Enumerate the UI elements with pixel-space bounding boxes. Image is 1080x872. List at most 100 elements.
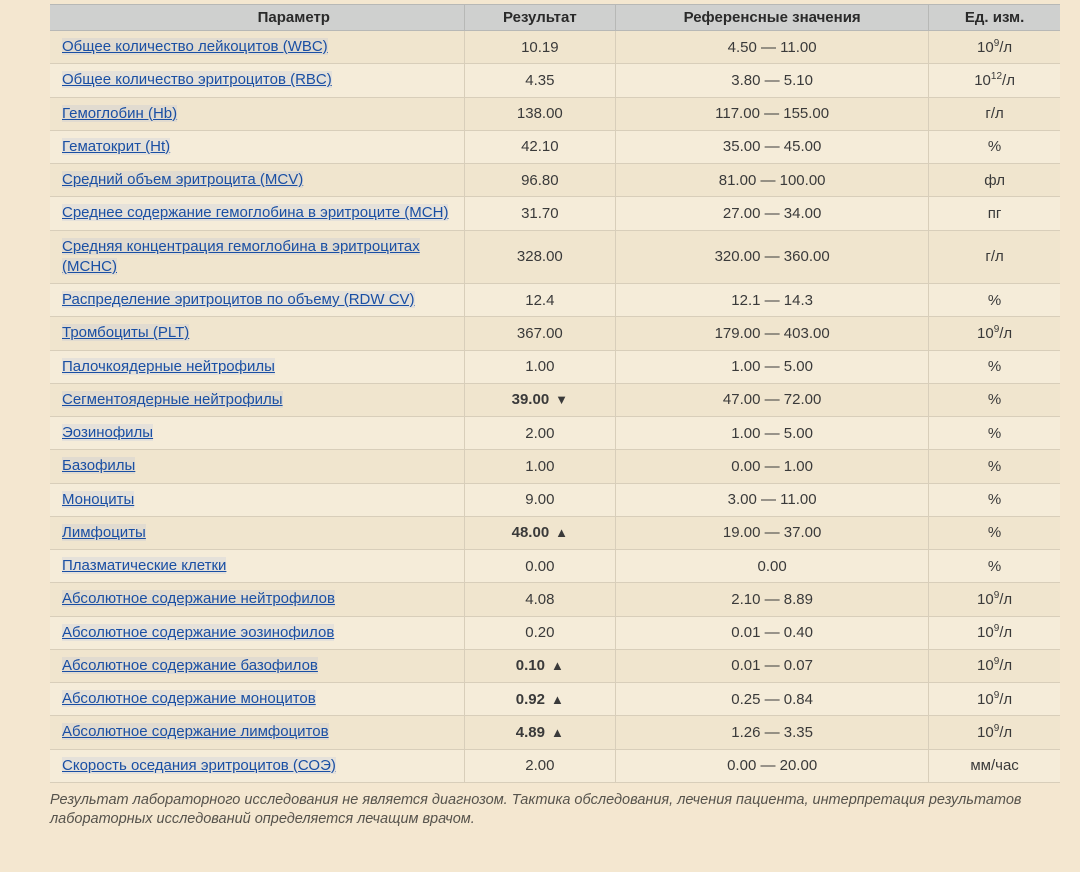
reference-cell: 12.1 — 14.3 bbox=[616, 284, 929, 317]
param-link[interactable]: Абсолютное содержание моноцитов bbox=[62, 690, 316, 707]
col-header-param: Параметр bbox=[50, 5, 464, 31]
reference-cell: 35.00 — 45.00 bbox=[616, 130, 929, 163]
result-value: 0.20 bbox=[525, 624, 554, 641]
result-cell: 10.19 bbox=[464, 31, 616, 64]
result-cell: 0.20 bbox=[464, 616, 616, 649]
table-row: Общее количество лейкоцитов (WBC) 10.194.… bbox=[50, 31, 1060, 64]
arrow-up-icon: ▲ bbox=[555, 525, 568, 540]
param-link[interactable]: Эозинофилы bbox=[62, 424, 153, 441]
reference-cell: 19.00 — 37.00 bbox=[616, 516, 929, 549]
reference-cell: 4.50 — 11.00 bbox=[616, 31, 929, 64]
table-row: Сегментоядерные нейтрофилы 39.00▼47.00 — … bbox=[50, 383, 1060, 416]
param-link[interactable]: Скорость оседания эритроцитов (СОЭ) bbox=[62, 757, 336, 774]
result-value: 328.00 bbox=[517, 248, 563, 265]
reference-cell: 3.00 — 11.00 bbox=[616, 483, 929, 516]
param-link[interactable]: Абсолютное содержание эозинофилов bbox=[62, 624, 334, 641]
result-value: 42.10 bbox=[521, 138, 559, 155]
reference-cell: 47.00 — 72.00 bbox=[616, 383, 929, 416]
result-value: 0.00 bbox=[525, 558, 554, 575]
result-cell: 138.00 bbox=[464, 97, 616, 130]
param-link[interactable]: Общее количество эритроцитов (RBC) bbox=[62, 71, 332, 88]
result-value: 4.89 bbox=[516, 724, 545, 741]
unit-cell: 109/л bbox=[929, 583, 1060, 616]
reference-cell: 27.00 — 34.00 bbox=[616, 197, 929, 230]
table-row: Абсолютное содержание эозинофилов0.200.0… bbox=[50, 616, 1060, 649]
param-link[interactable]: Гемоглобин (Hb) bbox=[62, 105, 177, 122]
result-cell: 4.35 bbox=[464, 64, 616, 97]
unit-cell: % bbox=[929, 516, 1060, 549]
arrow-up-icon: ▲ bbox=[551, 658, 564, 673]
param-cell: Абсолютное содержание лимфоцитов bbox=[50, 716, 464, 749]
result-value: 138.00 bbox=[517, 105, 563, 122]
table-row: Абсолютное содержание нейтрофилов4.082.1… bbox=[50, 583, 1060, 616]
param-link[interactable]: Моноциты bbox=[62, 491, 134, 508]
param-link[interactable]: Сегментоядерные нейтрофилы bbox=[62, 391, 283, 408]
result-value: 4.35 bbox=[525, 72, 554, 89]
result-cell: 0.00 bbox=[464, 550, 616, 583]
unit-cell: 109/л bbox=[929, 649, 1060, 682]
disclaimer-text: Результат лабораторного исследования не … bbox=[50, 791, 1056, 830]
table-row: Абсолютное содержание базофилов0.10▲0.01… bbox=[50, 649, 1060, 682]
unit-cell: % bbox=[929, 483, 1060, 516]
param-link[interactable]: Лимфоциты bbox=[62, 524, 146, 541]
param-link[interactable]: Тромбоциты (PLT) bbox=[62, 324, 189, 341]
param-cell: Средний объем эритроцита (MCV) bbox=[50, 164, 464, 197]
unit-cell: % bbox=[929, 383, 1060, 416]
param-cell: Гемоглобин (Hb) bbox=[50, 97, 464, 130]
param-cell: Гематокрит (Ht) bbox=[50, 130, 464, 163]
unit-cell: 109/л bbox=[929, 716, 1060, 749]
result-cell: 0.10▲ bbox=[464, 649, 616, 682]
unit-cell: пг bbox=[929, 197, 1060, 230]
table-row: Эозинофилы2.001.00 — 5.00% bbox=[50, 417, 1060, 450]
table-row: Абсолютное содержание лимфоцитов4.89▲1.2… bbox=[50, 716, 1060, 749]
result-cell: 39.00▼ bbox=[464, 383, 616, 416]
arrow-up-icon: ▲ bbox=[551, 725, 564, 740]
param-link[interactable]: Абсолютное содержание нейтрофилов bbox=[62, 590, 335, 607]
result-cell: 4.08 bbox=[464, 583, 616, 616]
param-link[interactable]: Базофилы bbox=[62, 457, 135, 474]
result-value: 367.00 bbox=[517, 325, 563, 342]
param-link[interactable]: Абсолютное содержание базофилов bbox=[62, 657, 318, 674]
result-cell: 4.89 ▲ bbox=[464, 716, 616, 749]
table-row: Гематокрит (Ht) 42.10 35.00 — 45.00% bbox=[50, 130, 1060, 163]
param-cell: Средняя концентрация гемоглобина в эритр… bbox=[50, 230, 464, 284]
param-cell: Моноциты bbox=[50, 483, 464, 516]
unit-cell: 109/л bbox=[929, 616, 1060, 649]
table-header-row: Параметр Результат Референсные значения … bbox=[50, 5, 1060, 31]
unit-cell: 109/л bbox=[929, 683, 1060, 716]
param-link[interactable]: Палочкоядерные нейтрофилы bbox=[62, 358, 275, 375]
col-header-unit: Ед. изм. bbox=[929, 5, 1060, 31]
table-row: Средний объем эритроцита (MCV)96.8081.00… bbox=[50, 164, 1060, 197]
unit-cell: % bbox=[929, 550, 1060, 583]
result-cell: 31.70 bbox=[464, 197, 616, 230]
table-row: Палочкоядерные нейтрофилы1.001.00 — 5.00… bbox=[50, 350, 1060, 383]
param-link[interactable]: Средний объем эритроцита (MCV) bbox=[62, 171, 303, 188]
reference-cell: 0.00 bbox=[616, 550, 929, 583]
result-cell: 1.00 bbox=[464, 350, 616, 383]
reference-cell: 0.00 — 20.00 bbox=[616, 749, 929, 782]
param-link[interactable]: Общее количество лейкоцитов (WBC) bbox=[62, 38, 328, 55]
table-row: Гемоглобин (Hb)138.00117.00 — 155.00г/л bbox=[50, 97, 1060, 130]
param-link[interactable]: Средняя концентрация гемоглобина в эритр… bbox=[62, 238, 420, 275]
table-row: Абсолютное содержание моноцитов0.92▲0.25… bbox=[50, 683, 1060, 716]
param-link[interactable]: Плазматические клетки bbox=[62, 557, 226, 574]
reference-cell: 179.00 — 403.00 bbox=[616, 317, 929, 350]
param-cell: Среднее содержание гемоглобина в эритроц… bbox=[50, 197, 464, 230]
table-row: Скорость оседания эритроцитов (СОЭ)2.000… bbox=[50, 749, 1060, 782]
result-cell: 0.92▲ bbox=[464, 683, 616, 716]
param-link[interactable]: Распределение эритроцитов по объему (RDW… bbox=[62, 291, 415, 308]
param-link[interactable]: Среднее содержание гемоглобина в эритроц… bbox=[62, 204, 448, 221]
result-value: 31.70 bbox=[521, 205, 559, 222]
param-cell: Скорость оседания эритроцитов (СОЭ) bbox=[50, 749, 464, 782]
unit-cell: г/л bbox=[929, 230, 1060, 284]
param-cell: Лимфоциты bbox=[50, 516, 464, 549]
param-cell: Тромбоциты (PLT) bbox=[50, 317, 464, 350]
result-value: 0.92 bbox=[516, 691, 545, 708]
unit-cell: % bbox=[929, 130, 1060, 163]
param-cell: Распределение эритроцитов по объему (RDW… bbox=[50, 284, 464, 317]
param-link[interactable]: Абсолютное содержание лимфоцитов bbox=[62, 723, 329, 740]
param-link[interactable]: Гематокрит (Ht) bbox=[62, 138, 170, 155]
param-cell: Общее количество лейкоцитов (WBC) bbox=[50, 31, 464, 64]
result-cell: 48.00▲ bbox=[464, 516, 616, 549]
reference-cell: 3.80 — 5.10 bbox=[616, 64, 929, 97]
